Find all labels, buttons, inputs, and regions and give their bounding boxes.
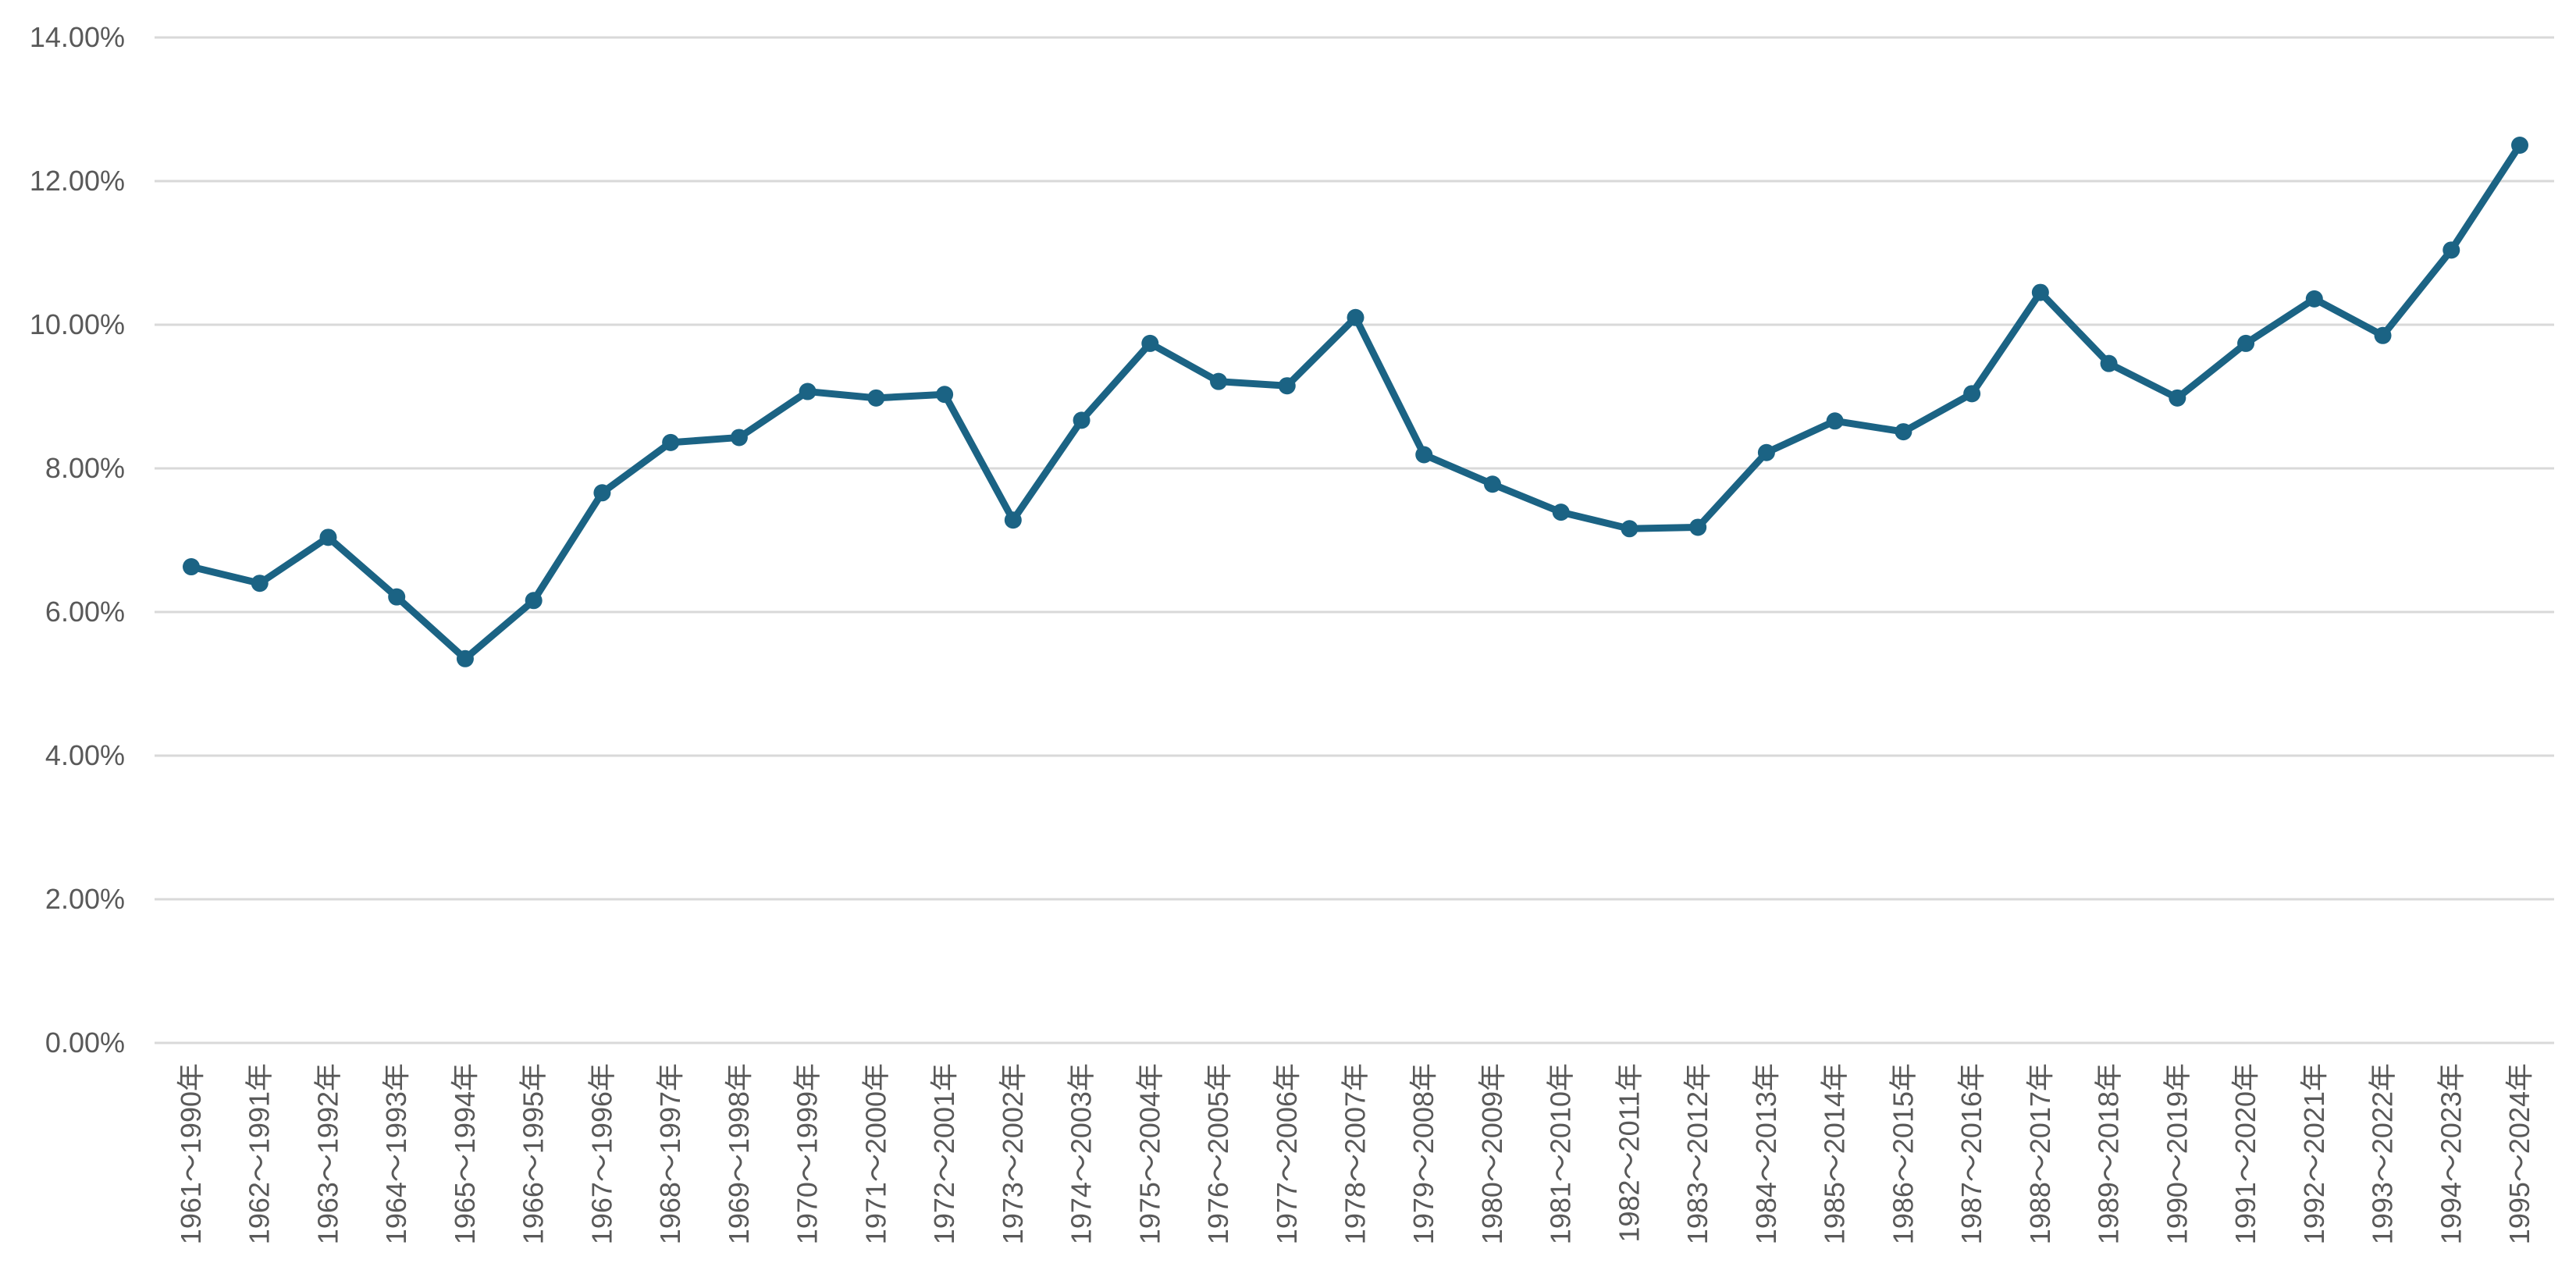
x-tick-label: 1966～1995年 bbox=[518, 1063, 550, 1244]
y-tick-label: 8.00% bbox=[45, 452, 125, 484]
x-tick-label: 1972～2001年 bbox=[928, 1063, 960, 1244]
data-point bbox=[1141, 334, 1159, 352]
x-tick-label: 1964～1993年 bbox=[380, 1063, 412, 1244]
y-axis-tick-labels: 0.00% 2.00% 4.00% 6.00% 8.00% 10.00% 12.00% 14.… bbox=[30, 21, 125, 1059]
x-tick-label: 1983～2012年 bbox=[1681, 1063, 1713, 1244]
x-tick-label: 1995～2024年 bbox=[2503, 1063, 2535, 1244]
data-point bbox=[799, 383, 817, 400]
x-tick-label: 1979～2008年 bbox=[1407, 1063, 1439, 1244]
data-point bbox=[251, 575, 269, 592]
gridlines bbox=[155, 36, 2554, 1044]
y-tick-label: 0.00% bbox=[45, 1027, 125, 1059]
x-tick-label: 1990～2019年 bbox=[2161, 1063, 2193, 1244]
data-point bbox=[2031, 283, 2049, 301]
data-point bbox=[1757, 443, 1775, 461]
series-layer bbox=[183, 137, 2528, 667]
data-point bbox=[525, 592, 543, 610]
x-tick-label: 1992～2021年 bbox=[2298, 1063, 2330, 1244]
x-tick-label: 1981～2010年 bbox=[1545, 1063, 1577, 1244]
x-tick-label: 1967～1996年 bbox=[585, 1063, 617, 1244]
x-tick-label: 1974～2003年 bbox=[1066, 1063, 1098, 1244]
y-tick-label: 6.00% bbox=[45, 596, 125, 628]
x-tick-label: 1978～2007年 bbox=[1340, 1063, 1372, 1244]
y-tick-label: 10.00% bbox=[30, 308, 125, 340]
data-point bbox=[1552, 504, 1570, 521]
data-point bbox=[2237, 334, 2255, 352]
data-point bbox=[2443, 241, 2460, 259]
data-point bbox=[388, 588, 406, 606]
data-point bbox=[730, 429, 748, 447]
x-tick-label: 1968～1997年 bbox=[654, 1063, 686, 1244]
data-point bbox=[1004, 511, 1022, 529]
data-point bbox=[1278, 377, 1296, 395]
x-tick-label: 1987～2016年 bbox=[1955, 1063, 1987, 1244]
x-tick-label: 1973～2002年 bbox=[997, 1063, 1029, 1244]
data-point bbox=[1963, 385, 1981, 403]
x-tick-label: 1965～1994年 bbox=[449, 1063, 481, 1244]
x-tick-label: 1989～2018年 bbox=[2093, 1063, 2125, 1244]
x-tick-label: 1961～1990年 bbox=[175, 1063, 207, 1244]
x-tick-label: 1988～2017年 bbox=[2024, 1063, 2056, 1244]
data-point bbox=[2100, 354, 2118, 372]
y-tick-label: 14.00% bbox=[30, 21, 125, 53]
data-point bbox=[2374, 326, 2392, 344]
x-tick-label: 1994～2023年 bbox=[2435, 1063, 2467, 1244]
data-point bbox=[456, 649, 474, 667]
x-tick-label: 1971～2000年 bbox=[859, 1063, 891, 1244]
data-point bbox=[1210, 372, 1228, 390]
data-point bbox=[1483, 475, 1501, 493]
x-tick-label: 1980～2009年 bbox=[1476, 1063, 1508, 1244]
y-tick-label: 2.00% bbox=[45, 883, 125, 915]
data-point bbox=[936, 386, 954, 404]
x-tick-label: 1991～2020年 bbox=[2229, 1063, 2261, 1244]
data-point bbox=[1826, 412, 1844, 430]
data-point bbox=[1415, 446, 1433, 464]
x-tick-label: 1982～2011年 bbox=[1613, 1063, 1645, 1243]
data-point bbox=[319, 528, 337, 546]
x-axis-tick-labels: 1961～1990年 1962～1991年 1963～1992年 1964～1993年… bbox=[175, 1063, 2535, 1244]
data-point bbox=[1073, 411, 1091, 429]
y-tick-label: 4.00% bbox=[45, 739, 125, 771]
x-tick-label: 1985～2014年 bbox=[1819, 1063, 1851, 1244]
x-tick-label: 1970～1999年 bbox=[792, 1063, 824, 1244]
x-tick-label: 1963～1992年 bbox=[311, 1063, 343, 1244]
x-tick-label: 1977～2006年 bbox=[1271, 1063, 1303, 1244]
data-point bbox=[1689, 518, 1707, 536]
x-tick-label: 1975～2004年 bbox=[1133, 1063, 1165, 1244]
data-point bbox=[183, 558, 200, 576]
data-point bbox=[2305, 290, 2323, 308]
data-point bbox=[593, 484, 611, 502]
data-point bbox=[2511, 137, 2528, 154]
x-tick-label: 1993～2022年 bbox=[2367, 1063, 2399, 1244]
data-point bbox=[1895, 423, 1912, 441]
data-point bbox=[662, 433, 680, 451]
x-tick-label: 1962～1991年 bbox=[244, 1063, 276, 1244]
x-tick-label: 1986～2015年 bbox=[1887, 1063, 1919, 1244]
x-tick-label: 1969～1998年 bbox=[723, 1063, 755, 1244]
data-point bbox=[1621, 520, 1638, 538]
y-tick-label: 12.00% bbox=[30, 165, 125, 197]
x-tick-label: 1984～2013年 bbox=[1750, 1063, 1782, 1244]
data-point bbox=[2169, 389, 2186, 407]
data-point bbox=[867, 389, 885, 407]
data-point bbox=[1347, 308, 1364, 326]
x-tick-label: 1976～2005年 bbox=[1202, 1063, 1234, 1244]
